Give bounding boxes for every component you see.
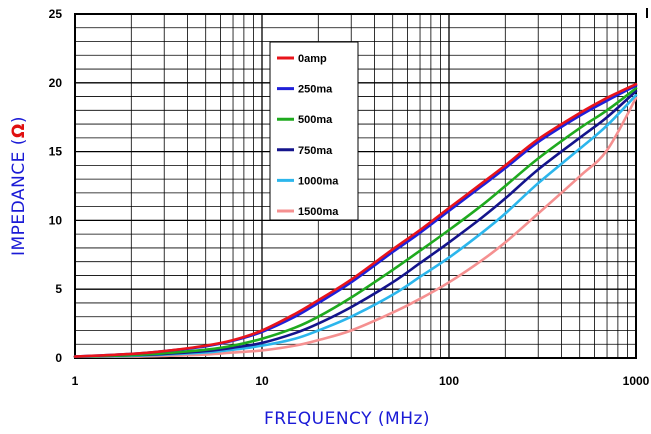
legend-label-1500ma: 1500ma: [298, 206, 339, 218]
legend-label-750ma: 750ma: [298, 145, 333, 157]
series-line-500ma: [73, 87, 638, 358]
ohm-symbol: Ω: [9, 123, 29, 138]
series-line-750ma: [73, 89, 638, 358]
legend-label-500ma: 500ma: [298, 114, 333, 126]
legend-label-1000ma: 1000ma: [298, 175, 339, 187]
x-tick-label: 1: [72, 374, 79, 388]
x-tick-labels: 1 10 100 1000: [72, 374, 650, 388]
series-line-1000ma: [73, 93, 638, 358]
y-tick-label: 20: [49, 76, 63, 90]
x-tick-label: 100: [439, 374, 459, 388]
y-tick-labels: 0 5 10 15 20 25: [49, 7, 63, 365]
series-line-1500ma: [73, 96, 638, 358]
y-tick-label: 5: [55, 282, 62, 296]
plot-frame: [74, 13, 637, 359]
y-tick-label: 25: [49, 7, 63, 21]
x-axis-title: FREQUENCY (MHz): [264, 409, 430, 429]
legend-box: [269, 41, 359, 221]
y-axis-title: IMPEDANCE (Ω): [9, 116, 29, 256]
legend-label-250ma: 250ma: [298, 84, 333, 96]
x-tick-label: 1000: [623, 374, 650, 388]
legend-label-0amp: 0amp: [298, 53, 327, 65]
y-axis-title-text: IMPEDANCE (: [9, 138, 29, 256]
series-lines: [73, 82, 638, 358]
edge-marker: [646, 8, 648, 18]
y-axis-title-close: ): [9, 116, 29, 123]
x-tick-label: 10: [255, 374, 269, 388]
legend: 0amp 250ma 500ma 750ma 1000ma 1500ma: [269, 41, 359, 221]
y-tick-label: 10: [49, 213, 63, 227]
y-tick-label: 15: [49, 145, 63, 159]
series-line-0amp: [73, 82, 638, 358]
svg-text:IMPEDANCE (Ω): IMPEDANCE (Ω): [9, 116, 29, 256]
y-tick-label: 0: [55, 351, 62, 365]
